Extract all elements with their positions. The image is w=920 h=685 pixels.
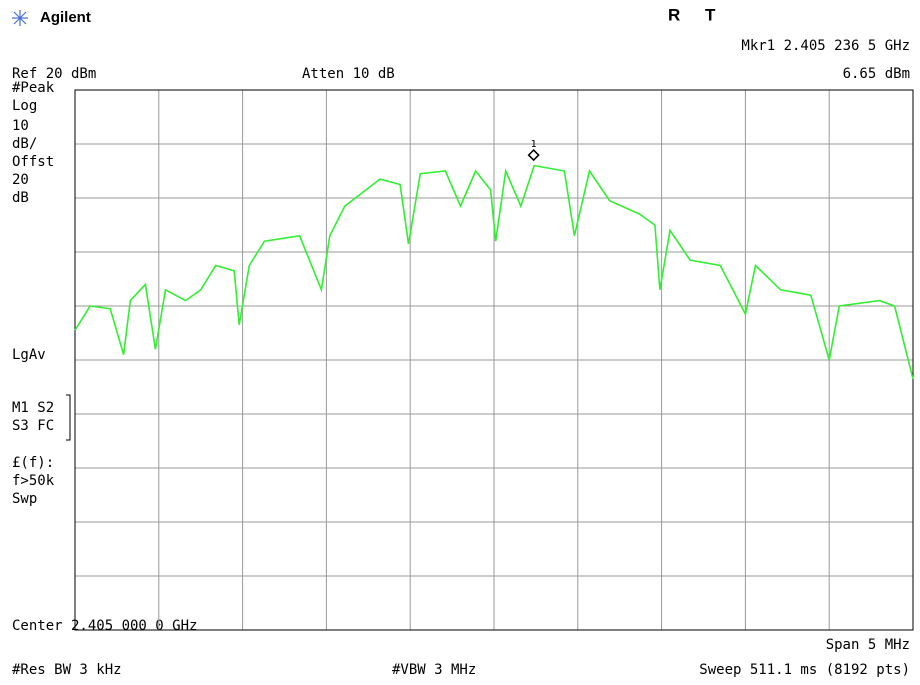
side-label: M1 S2 bbox=[12, 400, 54, 416]
logo bbox=[12, 10, 28, 26]
side-label: #Peak bbox=[12, 80, 55, 96]
side-label: dB bbox=[12, 190, 29, 206]
side-label: f>50k bbox=[12, 473, 55, 489]
plot-frame bbox=[74, 89, 914, 631]
sweep: Sweep 511.1 ms (8192 pts) bbox=[699, 662, 910, 678]
rbw: #Res BW 3 kHz bbox=[12, 662, 122, 678]
ref-level: Ref 20 dBm bbox=[12, 66, 96, 82]
side-label: Swp bbox=[12, 491, 37, 507]
marker-amplitude: 6.65 dBm bbox=[843, 66, 910, 82]
marker bbox=[527, 149, 540, 162]
attenuation: Atten 10 dB bbox=[302, 66, 395, 82]
side-label: S3 FC bbox=[12, 418, 54, 434]
trace bbox=[74, 164, 914, 380]
side-label: 10 bbox=[12, 118, 29, 134]
side-label: 20 bbox=[12, 172, 29, 188]
side-label: Log bbox=[12, 98, 37, 114]
span: Span 5 MHz bbox=[826, 637, 910, 653]
side-label: Offst bbox=[12, 154, 54, 170]
side-label: dB/ bbox=[12, 136, 37, 152]
marker-readout: Mkr1 2.405 236 5 GHz bbox=[741, 38, 910, 54]
status-t: T bbox=[705, 5, 716, 24]
side-bracket bbox=[66, 394, 71, 441]
side-label: LgAv bbox=[12, 347, 46, 363]
side-label: £(f): bbox=[12, 455, 54, 471]
center-frequency: Center 2.405 000 0 GHz bbox=[12, 618, 197, 634]
marker-label: 1 bbox=[531, 139, 537, 150]
status-r: R bbox=[668, 5, 680, 24]
brand: Agilent bbox=[40, 9, 91, 26]
vbw: #VBW 3 MHz bbox=[392, 662, 476, 678]
